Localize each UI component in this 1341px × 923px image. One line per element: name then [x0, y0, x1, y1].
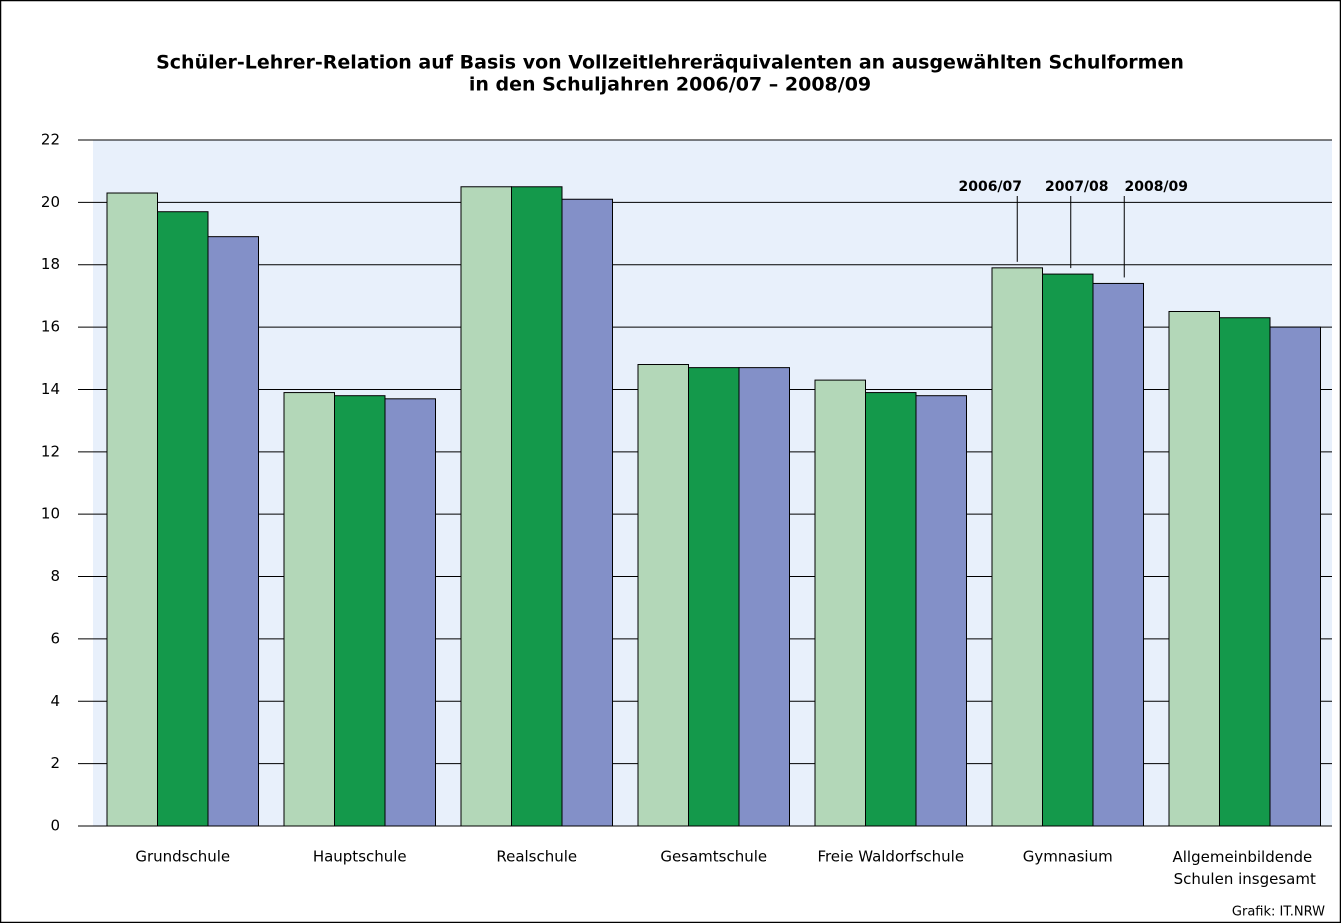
chart-title: Schüler-Lehrer-Relation auf Basis von Vo…	[156, 52, 1184, 74]
x-tick-label: Allgemeinbildende Schulen insgesamt	[1173, 848, 1318, 888]
bar	[738, 367, 790, 827]
source: Grafik: IT.NRW	[1232, 905, 1325, 920]
x-tick-label: Grundschule	[135, 848, 230, 866]
label-line: Schulen insgesamt	[1174, 870, 1316, 888]
bar	[637, 364, 689, 827]
bar	[157, 211, 209, 827]
y-tick-label: 8	[50, 567, 60, 585]
x-tick-label: Gymnasium	[1023, 848, 1113, 866]
bar	[1219, 317, 1271, 827]
x-tick-label: Freie Waldorfschule	[817, 848, 964, 866]
bar	[1092, 282, 1144, 827]
x-tick-label: Hauptschule	[313, 848, 407, 866]
bar	[283, 392, 335, 827]
y-tick-label: 22	[41, 131, 60, 149]
bar	[915, 395, 967, 827]
bar	[334, 395, 386, 827]
y-tick-label: 4	[50, 692, 60, 710]
legend-label: 2007/08	[1045, 179, 1109, 195]
y-tick-label: 12	[41, 442, 60, 460]
y-tick-label: 2	[50, 754, 60, 772]
bar	[688, 367, 740, 827]
y-tick-label: 0	[50, 817, 60, 835]
bar	[106, 192, 158, 827]
bar	[384, 398, 436, 827]
bar	[1042, 273, 1094, 827]
bar	[814, 379, 866, 827]
x-tick-label: Realschule	[496, 848, 577, 866]
y-tick-label: 16	[41, 318, 60, 336]
bar	[460, 186, 512, 827]
bar	[207, 236, 259, 827]
y-tick-label: 18	[41, 255, 60, 273]
bar	[1168, 311, 1220, 827]
y-tick-label: 10	[41, 505, 60, 523]
legend-label: 2006/07	[958, 179, 1022, 195]
bar	[865, 392, 917, 827]
bar	[511, 186, 563, 827]
bar	[991, 267, 1043, 827]
y-tick-label: 14	[41, 380, 60, 398]
bar	[1269, 326, 1321, 827]
chart-subtitle: in den Schuljahren 2006/07 – 2008/09	[469, 74, 871, 96]
y-tick-label: 6	[50, 629, 60, 647]
label-line: Allgemeinbildende	[1173, 848, 1318, 866]
legend-label: 2008/09	[1124, 179, 1188, 195]
x-tick-label: Gesamtschule	[660, 848, 767, 866]
bar	[561, 198, 613, 827]
y-tick-label: 20	[41, 193, 60, 211]
